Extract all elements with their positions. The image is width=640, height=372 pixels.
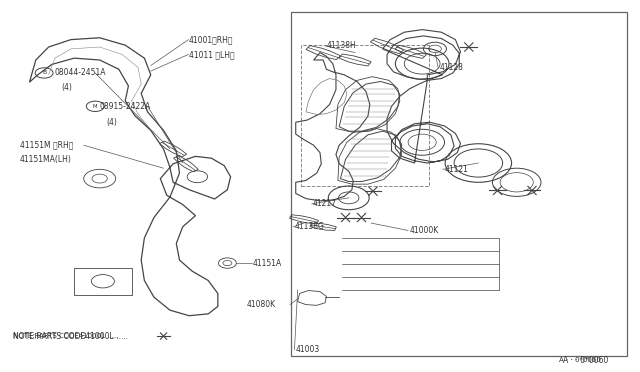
Text: 08044-2451A: 08044-2451A [55, 68, 106, 77]
Text: (4): (4) [106, 118, 117, 127]
Text: 41011 （LH）: 41011 （LH） [189, 50, 235, 59]
Text: A · · 0*0060: A · · 0*0060 [559, 357, 602, 363]
Bar [301, 45, 429, 186]
Text: 08915-2422A: 08915-2422A [100, 102, 151, 111]
Text: A · · 0*0060: A · · 0*0060 [563, 356, 608, 365]
Text: 41217: 41217 [312, 199, 337, 208]
Bar [291, 12, 627, 356]
Text: 41138H: 41138H [326, 41, 356, 51]
Text: 41151A: 41151A [253, 259, 282, 267]
Text: 41138G: 41138G [294, 222, 324, 231]
Text: 41151MA(LH): 41151MA(LH) [20, 155, 72, 164]
Text: 41001（RH）: 41001（RH） [189, 35, 234, 44]
Text: 41000K: 41000K [410, 226, 438, 235]
Text: 41151M （RH）: 41151M （RH） [20, 141, 73, 150]
Text: NOTE:RARTS CODE41000L .....: NOTE:RARTS CODE41000L ..... [13, 333, 121, 339]
Text: 41003: 41003 [296, 345, 320, 354]
Text: 41128: 41128 [440, 63, 464, 72]
Text: 41080K: 41080K [246, 300, 276, 309]
Text: M: M [93, 104, 97, 109]
Text: 41121: 41121 [445, 165, 468, 174]
Text: NOTE:RARTS CODE41000L .....: NOTE:RARTS CODE41000L ..... [13, 331, 131, 341]
Text: B: B [42, 70, 46, 76]
Text: (4): (4) [61, 83, 72, 92]
